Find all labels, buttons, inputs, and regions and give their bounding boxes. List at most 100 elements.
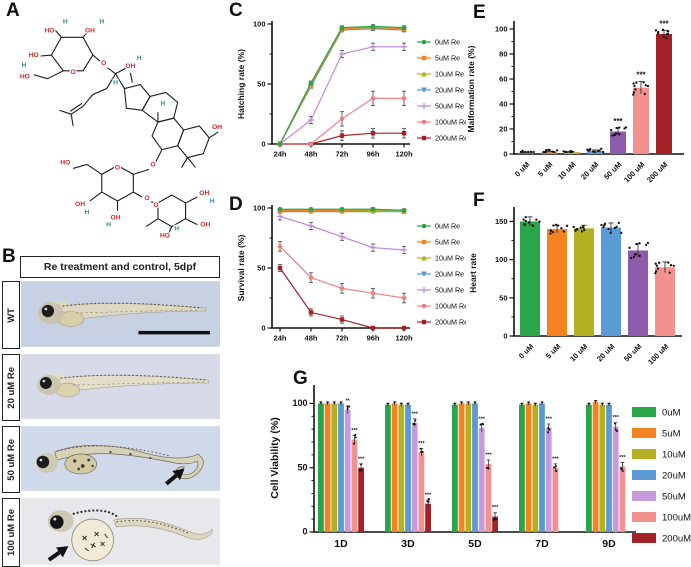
atom-label: O [115,164,120,171]
panel-d-label: D [229,194,243,215]
sig-label: *** [418,441,425,447]
scale-bar [138,330,211,335]
y-tick-label: 50 [257,264,265,273]
marker [401,96,407,101]
scatter-dot [548,428,551,431]
scatter-dot [407,402,409,405]
scatter-dot [549,229,553,233]
scatter-dot [326,401,329,404]
scatter-dot [346,408,349,411]
scatter-dot [655,264,659,267]
scatter-dot [552,224,555,227]
scatter-dot [346,405,349,408]
bar-200uM-3D [425,503,431,532]
bar-50uM-9D [612,426,619,532]
marker [370,131,376,136]
scatter-dot [348,405,351,408]
y-tick-label: 100 [253,20,266,29]
scatter-dot [333,401,336,404]
zebrafish-photo-50um [21,426,220,491]
scatter-dot [354,436,357,439]
legend-swatch [632,407,656,417]
scatter-dot [555,149,559,152]
scatter-dot [643,92,646,96]
sig-label: *** [619,455,626,461]
y-tick-label: 0 [302,527,307,537]
legend-label: 0uM Re [435,38,460,47]
scatter-dot [628,246,631,249]
scatter-dot [632,255,636,259]
legend-swatch [632,491,656,501]
scatter-dot [562,230,565,233]
legend-label: 200uM [662,534,691,545]
scatter-dot [656,267,660,270]
chart-malformation: 0 20 40 60 80 100 Malformation rate (%) 0 uM 5 u… [466,19,684,184]
marker [339,133,345,138]
legend-label: 10uM Re [435,70,464,79]
legend-label: 100uM Re [435,302,466,311]
bar-200uM-5D [492,516,498,532]
legend-label: 100uM [662,513,691,524]
scatter-dot [453,402,456,405]
scatter-dot [551,231,555,234]
marker [421,223,427,229]
y-axis-label: Heart rate [468,253,478,293]
marker [421,239,427,245]
scatter-dot [526,150,530,154]
scatter-dot [554,223,558,226]
y-tick-label: 50 [297,462,307,472]
scatter-dot [520,150,524,154]
scatter-dot [579,226,582,229]
bar-0 uM [520,221,540,336]
marker [421,71,427,77]
legend-label: 100uM Re [435,118,466,127]
sig-label: *** [636,71,646,80]
scatter-dot [635,242,638,246]
scatter-dot [661,28,665,31]
scatter-dot [555,469,558,472]
scatter-dot [420,450,423,453]
x-tick-label: 0 uM [513,160,531,178]
row-label-50um: 50 uM Re [2,426,20,493]
bar-10uM-1D [331,403,338,532]
chart-survival: 0 50 100 Survival rate (%) 24h 48h 72h 96h 120h 0… [236,204,466,343]
scatter-dot [587,402,590,405]
x-tick-label: 48h [305,150,318,159]
scatter-dot [547,427,550,430]
scatter-dot [646,84,650,88]
scatter-dot [601,402,604,405]
scatter-dot [360,463,363,466]
panel-g-label: G [293,368,308,389]
panel-f-label: F [473,190,485,211]
panel-f-chart: 0 50 100 150 Heart rate 0 uM 5 uM 10 uM 20 uM 50 … [460,186,691,366]
legend-label: 20uM Re [435,86,464,95]
bar-50 uM [628,250,648,336]
scatter-dot [360,469,363,472]
bar-20uM-3D [405,404,411,532]
sig-label: *** [612,415,619,421]
sig-label: *** [485,453,492,459]
x-tick-label: 10 uM [556,160,577,181]
bar-10uM-9D [599,404,606,532]
legend-label: 10uM Re [435,254,464,263]
scatter-dot [618,133,621,136]
atom-label: HO [44,27,54,34]
atom-label: H [21,62,26,69]
group-label: 3D [401,538,415,550]
scatter-dot [615,225,618,228]
scatter-dot [319,401,322,404]
bar-20 uM [601,227,621,336]
marker [277,141,283,147]
marker [421,87,427,93]
scatter-dot [600,223,603,227]
zebrafish-photo-100um [21,498,220,565]
scatter-dot [634,88,637,91]
marker [401,25,407,30]
scatter-dot [616,430,619,433]
marker [339,317,345,322]
marker [308,310,314,315]
